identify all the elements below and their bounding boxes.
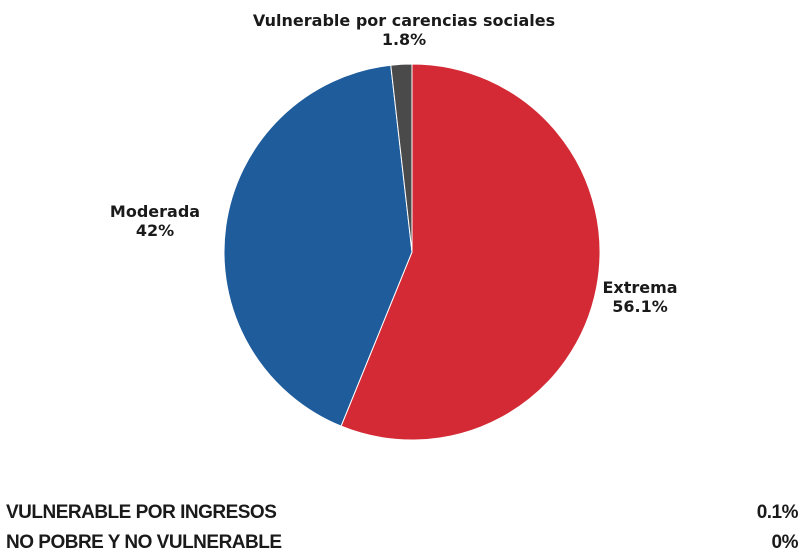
pie-chart [223,63,601,441]
stat-value: 0.1% [756,502,799,523]
stat-label: NO POBRE Y NO VULNERABLE [6,532,282,553]
slice-label-extrema: Extrema 56.1% [590,278,690,316]
stats-list: VULNERABLE POR INGRESOS 0.1% NO POBRE Y … [6,498,799,558]
stat-row-vulnerable-ingresos: VULNERABLE POR INGRESOS 0.1% [6,498,799,528]
slice-label-value: 1.8% [381,30,427,49]
stat-label: VULNERABLE POR INGRESOS [6,502,277,523]
slice-label-value: 42% [135,221,175,240]
slice-label-moderada: Moderada 42% [100,202,210,240]
slice-moderada [223,64,413,427]
slice-extrema [340,63,601,441]
stat-row-no-pobre: NO POBRE Y NO VULNERABLE 0% [6,528,799,558]
slice-label-vulnerable-carencias: Vulnerable por carencias sociales 1.8% [204,11,604,49]
slice-label-name: Extrema [602,278,678,297]
stat-value: 0% [771,532,799,553]
slice-label-value: 56.1% [612,297,668,316]
slice-vulnerable-carencias [390,63,413,253]
slice-label-name: Moderada [109,202,201,221]
slice-label-name: Vulnerable por carencias sociales [252,11,556,30]
